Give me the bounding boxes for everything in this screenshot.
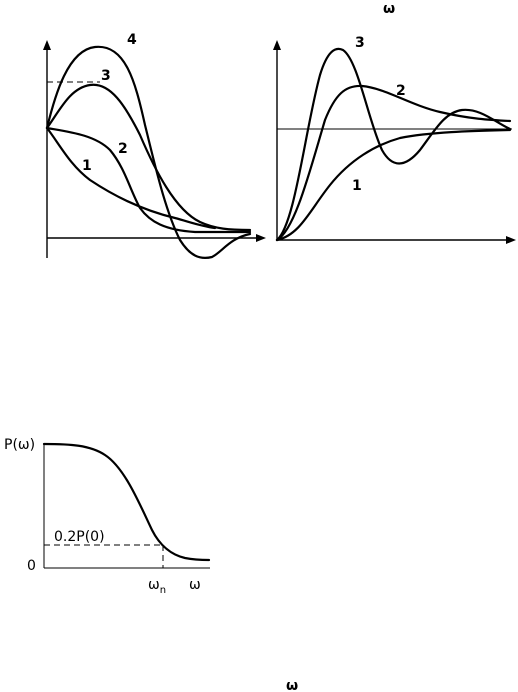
bottom-plot-y-label: P(ω): [4, 437, 35, 453]
bottom-plot-cutoff-label: ωn: [148, 577, 166, 596]
left-curve-3: [45, 83, 252, 232]
left-curve-4: [45, 45, 252, 259]
right-curve-label-2: 2: [396, 83, 406, 99]
right-plot: 1 2 3: [273, 35, 516, 244]
left-plot: 1 2 3 4: [43, 32, 266, 259]
bottom-plot-threshold-label: 0.2P(0): [54, 529, 105, 545]
left-curve-label-3: 3: [101, 68, 111, 84]
right-curve-label-1: 1: [352, 178, 362, 194]
cutoff-subscript: n: [160, 585, 166, 596]
left-curve-2: [45, 126, 252, 234]
right-plot-x-arrow: [506, 236, 516, 244]
right-curve-2: [275, 84, 512, 242]
right-curve-1: [275, 128, 512, 242]
bottom-plot-spectrum-curve: [42, 442, 211, 562]
bottom-plot: P(ω) 0 0.2P(0) ωn ω: [4, 437, 211, 596]
cutoff-omega: ω: [148, 577, 160, 593]
bottom-plot-zero-label: 0: [27, 558, 36, 574]
left-curve-label-1: 1: [82, 158, 92, 174]
right-curve-3: [275, 47, 512, 242]
footer-omega-symbol: ω: [286, 678, 298, 692]
right-plot-y-arrow: [273, 40, 281, 50]
left-curve-label-4: 4: [127, 32, 137, 48]
left-curve-1: [45, 126, 217, 230]
bottom-plot-x-label: ω: [189, 577, 201, 593]
left-plot-x-arrow: [256, 234, 266, 242]
left-plot-y-arrow: [43, 40, 51, 50]
header-omega-symbol: ω: [383, 1, 395, 17]
left-curve-label-2: 2: [118, 141, 128, 157]
right-curve-label-3: 3: [355, 35, 365, 51]
